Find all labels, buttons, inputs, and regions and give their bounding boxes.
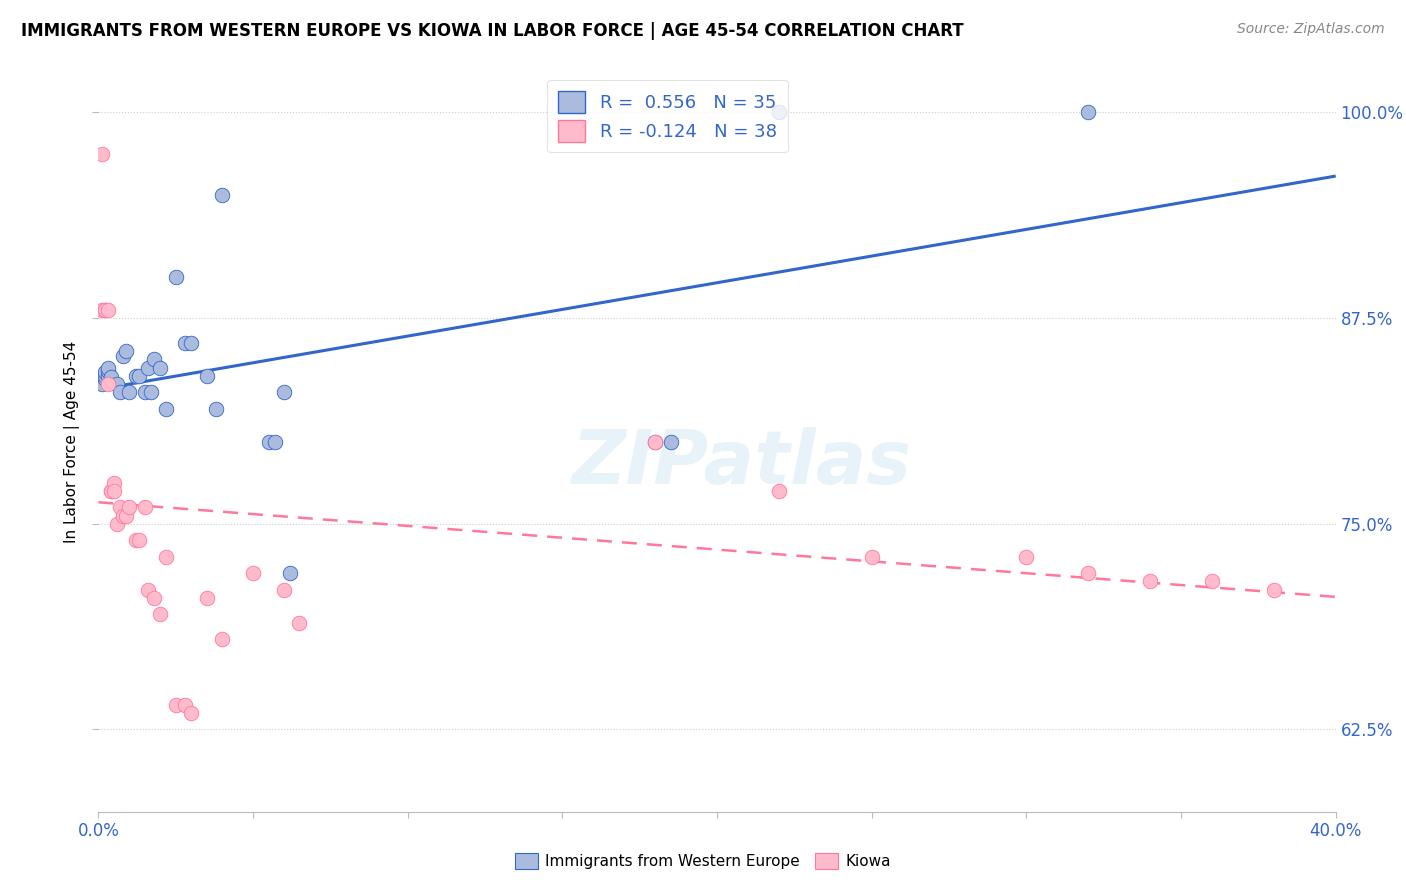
Point <box>155 549 177 564</box>
Text: IMMIGRANTS FROM WESTERN EUROPE VS KIOWA IN LABOR FORCE | AGE 45-54 CORRELATION C: IMMIGRANTS FROM WESTERN EUROPE VS KIOWA … <box>21 22 963 40</box>
Point <box>118 385 141 400</box>
Point <box>128 368 150 383</box>
Legend: R =  0.556   N = 35, R = -0.124   N = 38: R = 0.556 N = 35, R = -0.124 N = 38 <box>547 80 787 153</box>
Point <box>105 376 128 391</box>
Point <box>278 566 301 581</box>
Point <box>103 483 125 498</box>
Point <box>1263 582 1285 597</box>
Point <box>180 335 202 350</box>
Point <box>205 401 228 416</box>
Point <box>115 508 138 523</box>
Point <box>97 376 120 391</box>
Point <box>112 349 135 363</box>
Point <box>768 483 790 498</box>
Point <box>100 483 122 498</box>
Point <box>93 302 115 317</box>
Point <box>90 146 112 161</box>
Point <box>263 434 285 449</box>
Y-axis label: In Labor Force | Age 45-54: In Labor Force | Age 45-54 <box>63 341 80 542</box>
Point <box>124 368 146 383</box>
Point <box>1077 105 1099 120</box>
Point <box>149 360 172 375</box>
Point <box>288 615 311 630</box>
Point <box>90 302 112 317</box>
Point <box>118 500 141 515</box>
Point <box>100 370 122 384</box>
Point <box>97 364 120 378</box>
Point <box>644 434 666 449</box>
Point <box>211 187 233 202</box>
Point <box>1201 574 1223 589</box>
Point <box>93 302 115 317</box>
Point <box>644 434 666 449</box>
Point <box>211 632 233 646</box>
Point <box>124 533 146 548</box>
Point <box>105 516 128 531</box>
Point <box>165 270 187 285</box>
Point <box>115 344 138 359</box>
Point <box>257 434 280 449</box>
Point <box>273 385 295 400</box>
Point <box>174 698 197 712</box>
Point <box>143 591 166 605</box>
Text: ZIPatlas: ZIPatlas <box>572 427 912 500</box>
Point <box>134 500 156 515</box>
Point <box>165 698 187 712</box>
Point <box>112 508 135 523</box>
Point <box>97 368 120 383</box>
Point <box>139 385 162 400</box>
Point <box>860 549 883 564</box>
Point <box>659 434 682 449</box>
Point <box>180 706 202 720</box>
Point <box>136 582 159 597</box>
Text: Source: ZipAtlas.com: Source: ZipAtlas.com <box>1237 22 1385 37</box>
Point <box>1139 574 1161 589</box>
Point <box>128 533 150 548</box>
Point <box>174 335 197 350</box>
Point <box>97 302 120 317</box>
Point <box>1015 549 1038 564</box>
Point <box>100 483 122 498</box>
Point <box>273 582 295 597</box>
Point <box>93 366 115 380</box>
Point <box>136 360 159 375</box>
Point <box>149 607 172 622</box>
Point <box>134 385 156 400</box>
Point <box>108 500 131 515</box>
Point <box>195 368 218 383</box>
Point <box>242 566 264 581</box>
Point <box>195 591 218 605</box>
Point <box>97 360 120 375</box>
Point <box>1077 566 1099 581</box>
Point <box>103 475 125 490</box>
Point <box>768 105 790 120</box>
Point <box>108 385 131 400</box>
Point <box>155 401 177 416</box>
Point <box>90 376 112 391</box>
Point <box>93 372 115 386</box>
Point <box>93 368 115 383</box>
Point <box>143 352 166 367</box>
Legend: Immigrants from Western Europe, Kiowa: Immigrants from Western Europe, Kiowa <box>509 847 897 875</box>
